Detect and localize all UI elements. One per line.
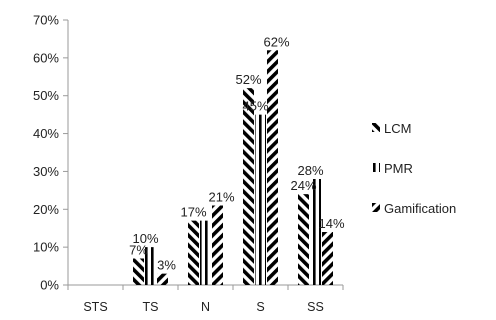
data-label-pmr-s: 45% [242,99,268,114]
bar-gamification-ts [157,273,168,285]
legend-label-lcm: LCM [384,121,411,136]
legend-swatch-gamification [372,203,380,212]
data-label-lcm-s: 52% [235,72,261,87]
legend: LCM PMR Gamification [372,121,456,216]
data-label-gamification-s: 62% [263,34,289,49]
x-tick-label: N [201,300,210,314]
bar-pmr-s [255,114,266,286]
bar-lcm-s [243,88,254,286]
y-tick-label: 50% [33,88,59,103]
data-label-gamification-n: 21% [208,190,234,205]
bar-lcm-n [188,220,199,285]
data-label-pmr-ss: 28% [297,163,323,178]
data-label-lcm-ss: 24% [290,178,316,193]
y-tick-label: 30% [33,164,59,179]
data-label-gamification-ts: 3% [157,258,176,273]
legend-label-pmr: PMR [384,161,413,176]
legend-swatch-pmr [372,163,380,172]
bar-gamification-s [267,50,278,286]
bar-pmr-ts [145,247,156,285]
bar-lcm-ts [133,258,144,285]
y-tick-label: 60% [33,50,59,65]
y-tick-label: 10% [33,240,59,255]
y-tick-label: 40% [33,126,59,141]
bars [133,50,333,286]
y-tick-label: 20% [33,202,59,217]
data-labels: 7% 17% 52% 24% 10% 45% 28% 3% 21% 62% 14% [129,34,345,272]
x-axis: STS TS N S SS [67,284,344,314]
legend-swatch-lcm [372,123,380,132]
bar-pmr-ss [310,179,321,285]
x-tick-label: TS [143,300,159,314]
y-tick-label: 0% [40,278,59,293]
y-tick-label: 70% [33,13,59,28]
bar-gamification-n [212,205,223,285]
legend-label-gamification: Gamification [384,201,456,216]
bar-lcm-ss [298,194,309,285]
y-axis: 0% 10% 20% 30% 40% 50% 60% 70% [33,13,69,293]
data-label-lcm-n: 17% [180,205,206,220]
x-tick-label: SS [307,300,324,314]
data-label-pmr-ts: 10% [132,231,158,246]
data-label-gamification-ss: 14% [318,216,344,231]
x-tick-label: S [256,300,264,314]
data-label-lcm-ts: 7% [129,243,148,258]
x-tick-label: STS [83,300,107,314]
bar-gamification-ss [322,232,333,285]
bar-pmr-n [200,220,211,285]
